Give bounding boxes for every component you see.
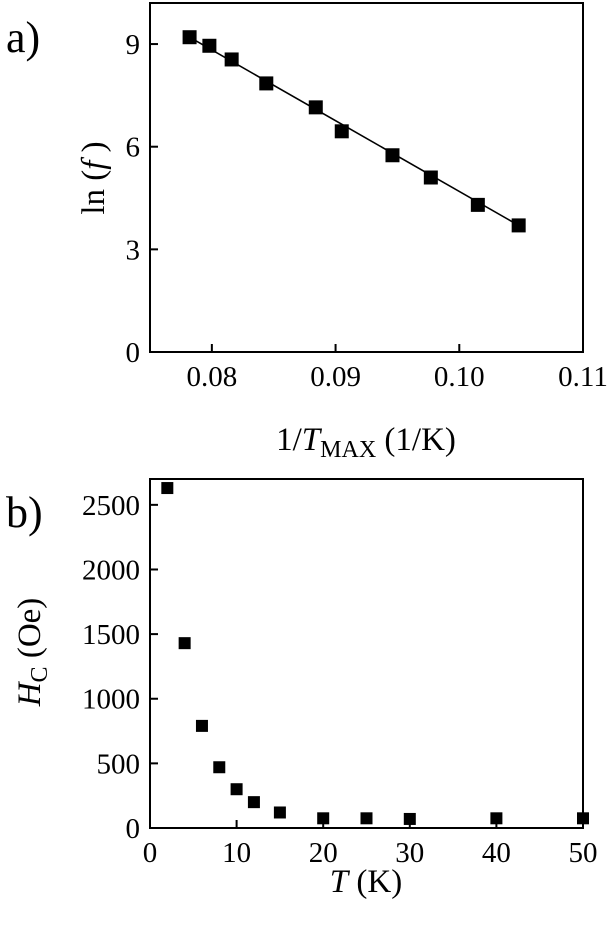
panel-b-data-point — [213, 761, 226, 774]
panel-a-x-tick-label: 0.10 — [434, 361, 485, 393]
panel-b-data-point — [490, 812, 503, 825]
panel-a-y-tick-label: 9 — [126, 29, 141, 61]
panel-b-x-tick-label: 20 — [309, 837, 338, 869]
panel-b-data-point — [273, 806, 286, 819]
panel-b-y-tick-label: 2000 — [82, 554, 140, 586]
panel-a-label: a) — [6, 13, 40, 62]
panel-b-x-tick-label: 30 — [395, 837, 424, 869]
panel-a-data-point — [385, 148, 400, 163]
panel-b-data-point — [360, 812, 373, 825]
panel-a-data-point — [308, 100, 323, 115]
panel-b-x-tick-label: 0 — [143, 837, 158, 869]
panel-b-label: b) — [6, 488, 43, 537]
panel-a-y-tick-label: 3 — [126, 234, 141, 266]
panel-a-x-tick-label: 0.08 — [186, 361, 237, 393]
panel-a-data-point — [334, 124, 349, 139]
panel-b-x-tick-label: 50 — [569, 837, 598, 869]
panel-a-data-point — [423, 170, 438, 185]
panel-a-y-tick-label: 6 — [126, 132, 141, 164]
panel-a-x-axis-label: 1/TMAX (1/K) — [276, 422, 456, 463]
panel-a-y-tick-label: 0 — [126, 337, 141, 369]
panel-b-x-axis-label: T (K) — [330, 864, 402, 900]
panel-a-fit-line — [189, 36, 520, 227]
panel-b-data-point — [195, 719, 208, 732]
panel-a-frame — [149, 2, 584, 353]
panel-b-y-tick-label: 500 — [97, 748, 141, 780]
panel-b-data-point — [230, 783, 243, 796]
panel-a-y-axis-label: ln (f ) — [76, 141, 112, 214]
panel-a-x-tick-label: 0.09 — [310, 361, 361, 393]
panel-a-data-point — [202, 38, 217, 53]
panel-b-data-point — [161, 482, 174, 495]
panel-b-y-tick-label: 0 — [126, 813, 141, 845]
panel-a-data-point — [182, 30, 197, 45]
panel-b-y-tick-label: 1000 — [82, 684, 140, 716]
panel-b-data-point — [403, 812, 416, 825]
panel-a-x-tick-label: 0.11 — [558, 361, 608, 393]
panel-a-data-point — [511, 218, 526, 233]
panel-b-y-tick-label: 1500 — [82, 619, 140, 651]
panel-b-frame — [149, 478, 584, 829]
panel-b-x-tick-label: 10 — [222, 837, 251, 869]
panel-b-data-point — [178, 637, 191, 650]
panel-b-data-point — [247, 796, 260, 809]
panel-b-y-axis-label: HC (Oe) — [12, 598, 53, 708]
panel-a-data-point — [259, 76, 274, 91]
panel-b-data-point — [317, 812, 330, 825]
panel-a: a) 0.08 0.09 0.10 0.11 0 3 6 9 1/TMAX (1/K) ln … — [6, 2, 608, 463]
panel-a-data-point — [470, 197, 485, 212]
panel-a-data-point — [224, 52, 239, 67]
panel-b-x-tick-label: 40 — [482, 837, 511, 869]
panel-b-y-tick-label: 2500 — [82, 490, 140, 522]
